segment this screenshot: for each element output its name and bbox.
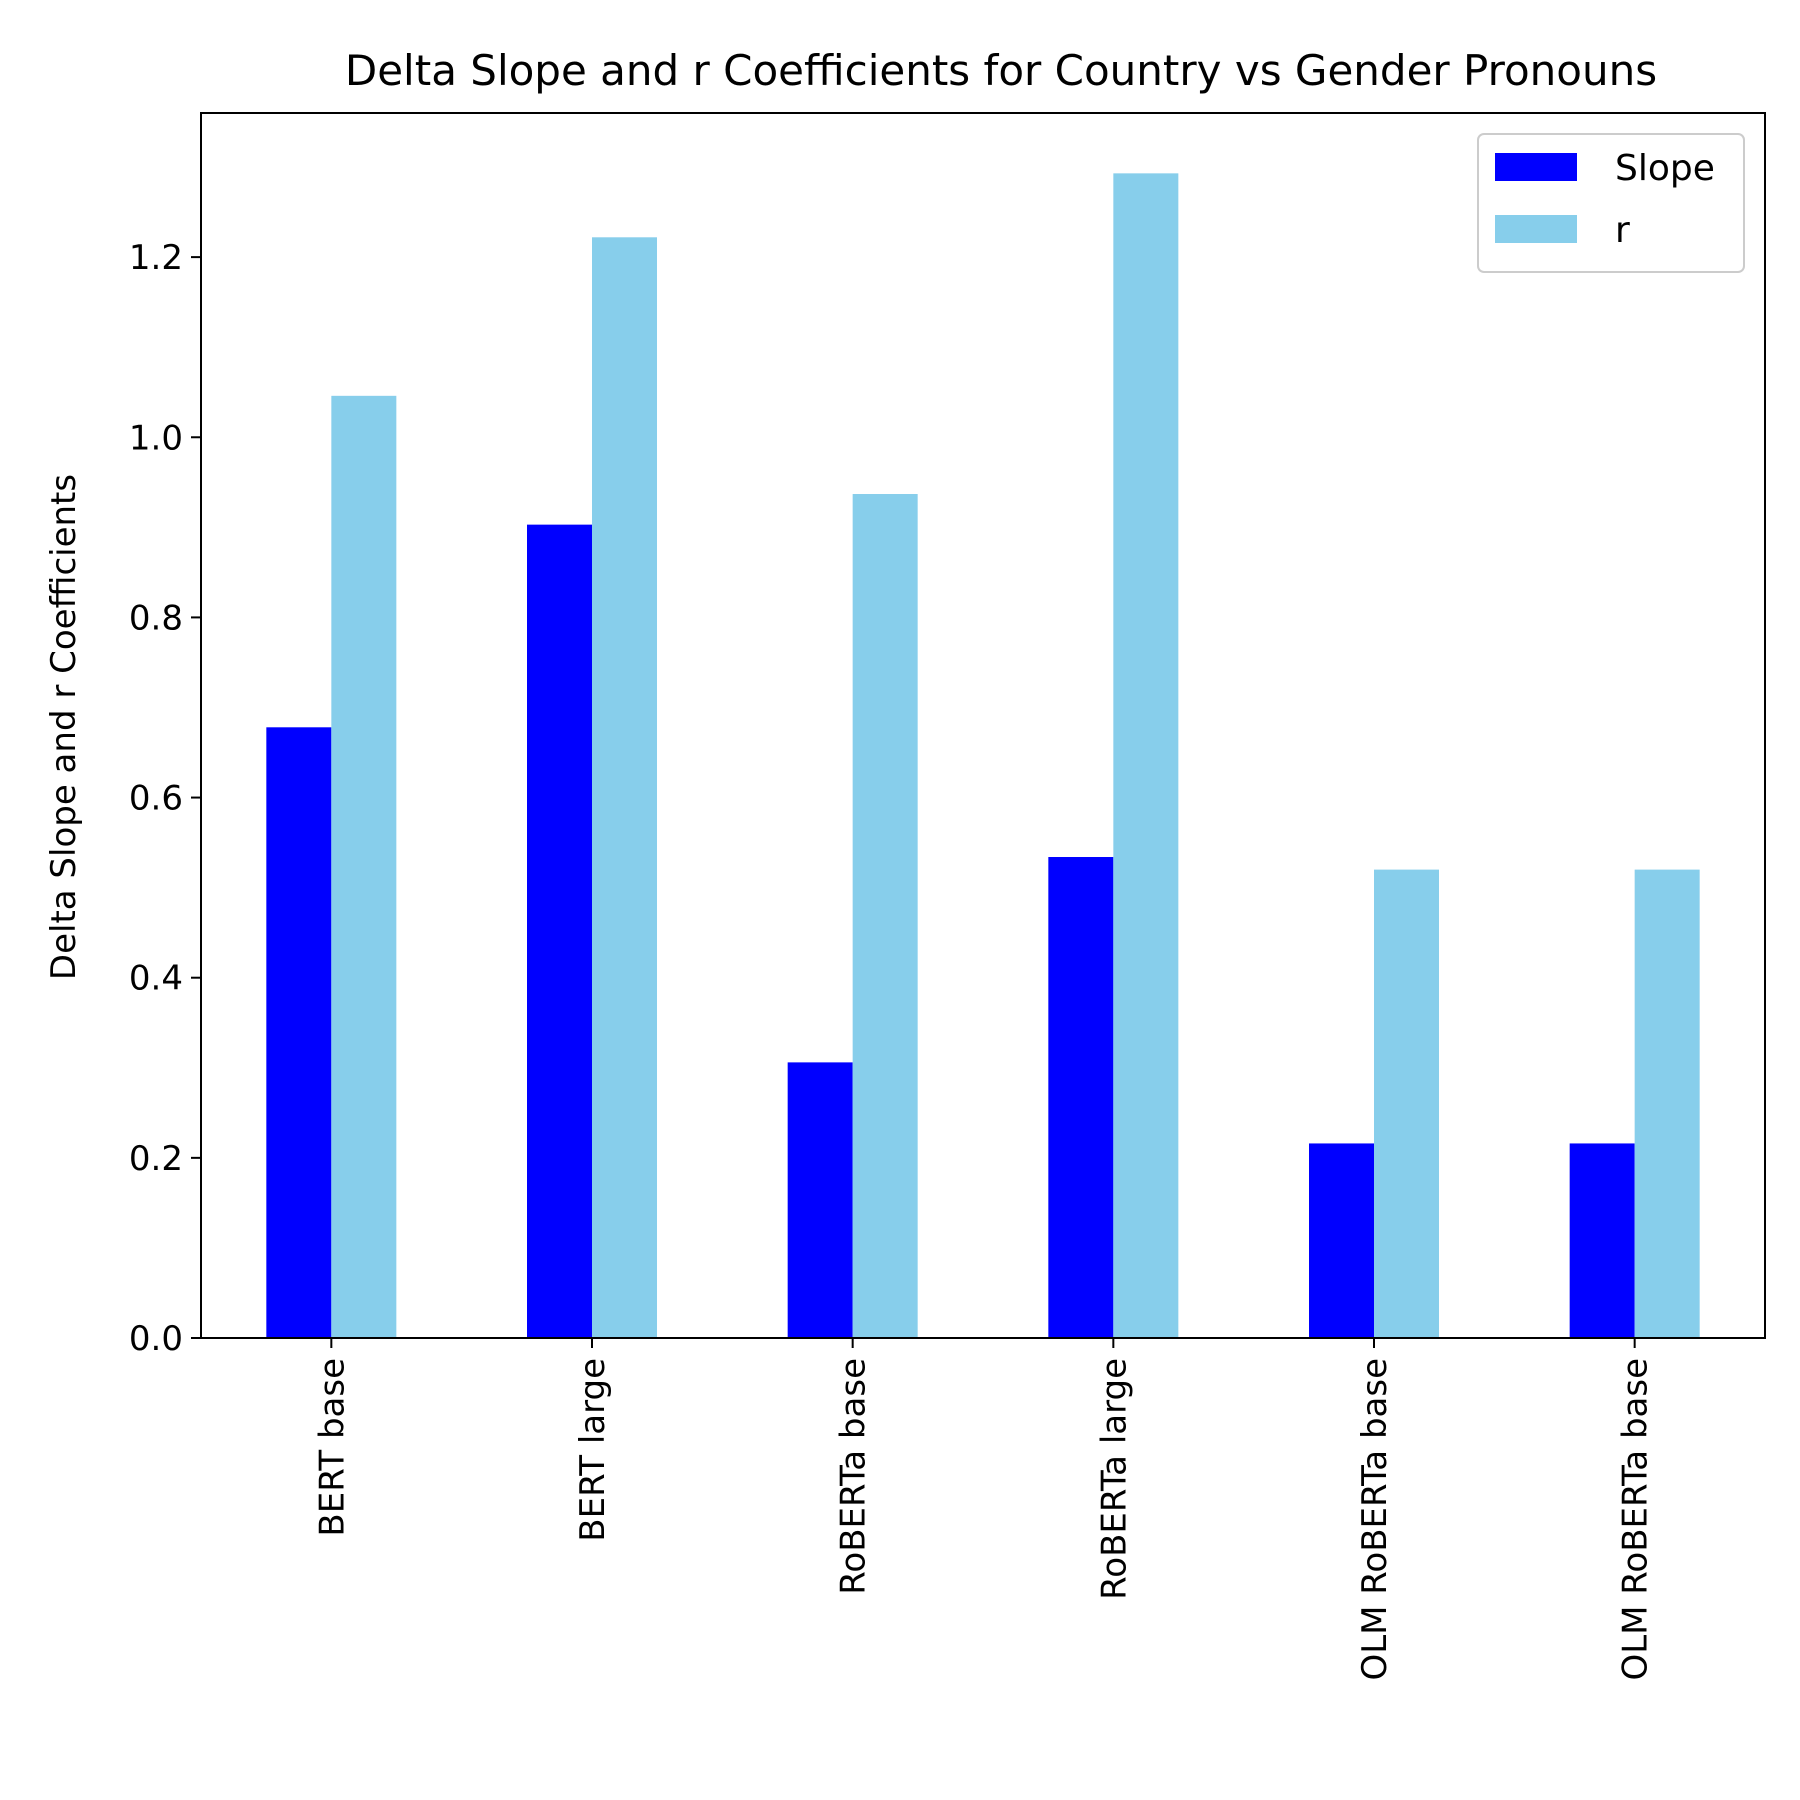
bar-slope-4 [1048,857,1114,1338]
bar-slope-2 [527,524,592,1338]
legend-label-r: r [1615,210,1630,251]
chart-title: Delta Slope and r Coefficients for Count… [345,46,1657,95]
bar-slope-6 [1569,1143,1635,1338]
x-tick-label: RoBERTa base [834,1358,874,1595]
x-tick-label: OLM RoBERTa base [1355,1358,1395,1681]
bar-r-1 [331,395,397,1338]
bar-r-3 [852,494,918,1339]
legend: Slope r [1477,133,1745,273]
bar-slope-3 [787,1062,853,1338]
plot-frame [200,112,1766,1339]
bar-r-4 [1113,173,1179,1339]
legend-swatch-slope [1495,153,1577,181]
x-tick-label: BERT large [573,1358,613,1542]
x-axis-ticks: BERT base BERT large RoBERTa base RoBERTa l… [312,1338,1656,1681]
y-tick-label: 1.2 [129,238,183,278]
x-tick-label: RoBERTa large [1094,1358,1134,1600]
x-tick-label: OLM RoBERTa base [1616,1358,1656,1681]
y-tick-label: 0.8 [129,598,183,638]
bar-r-6 [1634,869,1700,1338]
y-tick-label: 0.2 [129,1139,183,1179]
y-tick-label: 0.4 [129,959,183,999]
legend-swatch-r [1495,215,1577,243]
bar-slope-1 [266,727,332,1338]
y-tick-label: 1.0 [129,418,183,458]
y-axis-label: Delta Slope and r Coefficients [44,474,84,980]
legend-label-slope: Slope [1615,148,1715,189]
bars-group [266,173,1700,1339]
y-tick-label: 0.0 [129,1319,183,1359]
bar-r-5 [1374,869,1439,1338]
bar-slope-5 [1309,1143,1374,1338]
bar-r-2 [592,237,657,1338]
y-tick-label: 0.6 [129,779,183,819]
y-axis-ticks: 0.0 0.2 0.4 0.6 0.8 1.0 1.2 [129,238,201,1359]
x-tick-label: BERT base [312,1358,352,1537]
